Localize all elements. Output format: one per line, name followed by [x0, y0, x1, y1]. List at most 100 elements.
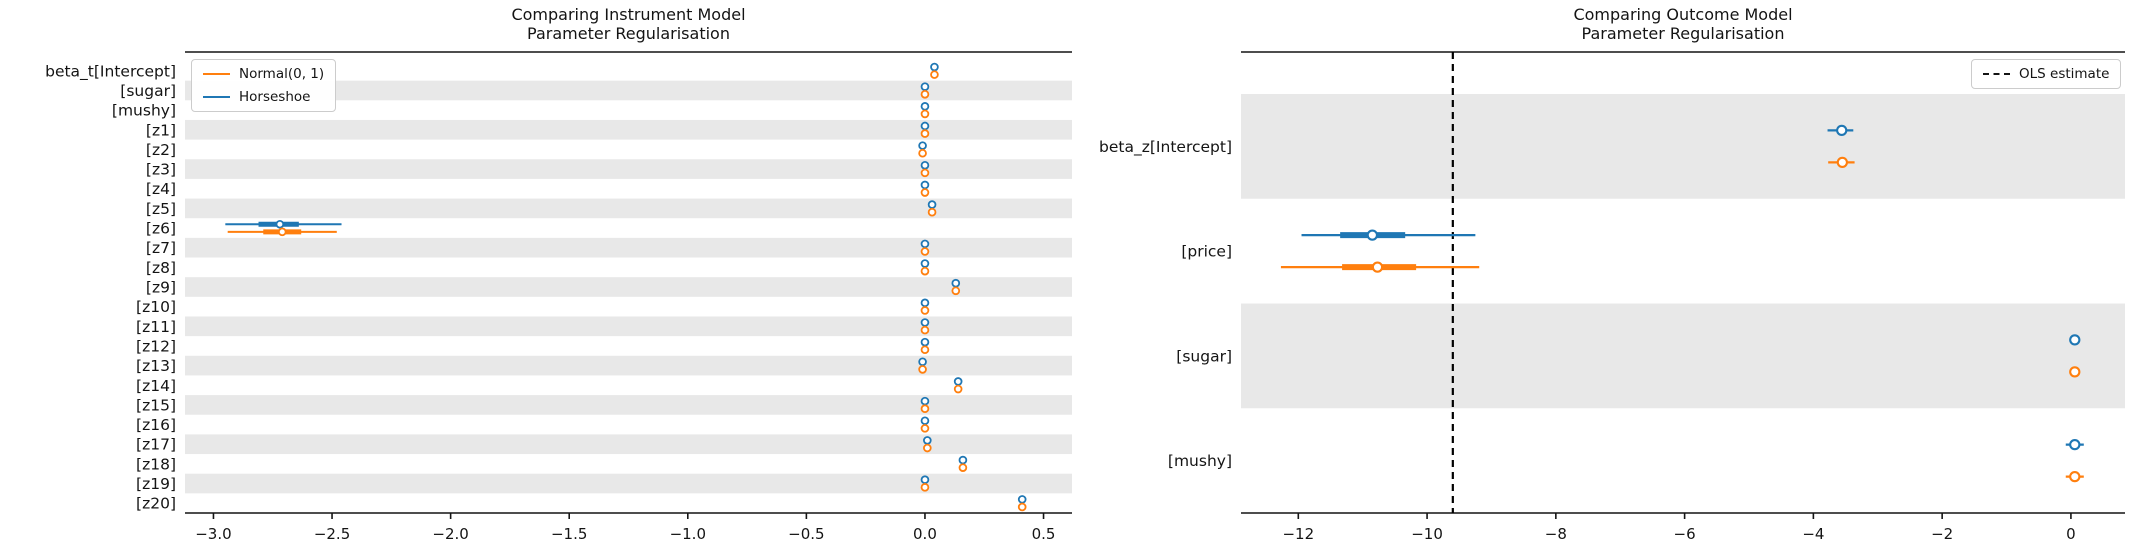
row-band [1241, 303, 2125, 409]
x-tick-label: −3.0 [195, 525, 231, 543]
point-estimate-marker [920, 109, 930, 119]
point-estimate-marker [920, 325, 930, 335]
row-band [185, 159, 1072, 179]
x-tick-label: −1.5 [551, 525, 587, 543]
right-legend: OLS estimate [1971, 59, 2122, 89]
right-chart-title: Comparing Outcome Model Parameter Regula… [1241, 5, 2125, 43]
param-label: [sugar] [120, 82, 176, 100]
x-tick-label: 0.0 [913, 525, 937, 543]
row-band [185, 473, 1072, 494]
point-estimate-marker [930, 62, 939, 72]
left-chart-title-line1: Comparing Instrument Model [511, 5, 746, 24]
param-label: [z20] [136, 495, 176, 513]
point-estimate-marker [951, 286, 961, 296]
point-estimate-marker [920, 424, 930, 433]
param-label: [z15] [136, 396, 176, 414]
row-band [185, 434, 1072, 455]
x-tick-label: −6 [1674, 525, 1696, 543]
point-estimate-marker [920, 188, 930, 197]
row-band [185, 119, 1072, 140]
legend-label-ols: OLS estimate [2019, 66, 2110, 82]
point-estimate-marker [920, 168, 930, 178]
point-estimate-marker [275, 219, 285, 229]
legend-label-horseshoe: Horseshoe [239, 89, 311, 105]
point-estimate-marker [1836, 124, 1848, 137]
point-estimate-marker [920, 483, 930, 492]
point-estimate-marker [920, 306, 930, 315]
point-estimate-marker [920, 396, 930, 406]
legend-label-normal: Normal(0, 1) [239, 66, 325, 82]
ols-dashed-line-swatch-icon [1983, 73, 2010, 75]
normal-line-swatch-icon [203, 73, 230, 75]
row-band [185, 277, 1072, 297]
point-estimate-marker [920, 160, 930, 170]
row-band [185, 80, 1072, 101]
point-estimate-marker [920, 121, 930, 131]
row-band [185, 395, 1072, 415]
param-label: beta_t[Intercept] [45, 62, 176, 81]
left-chart-title-line2: Parameter Regularisation [527, 24, 730, 43]
point-estimate-marker [951, 278, 961, 288]
point-estimate-marker [958, 463, 968, 472]
row-band [185, 198, 1072, 219]
point-estimate-marker [920, 102, 930, 111]
point-estimate-marker [953, 384, 963, 394]
param-label: [z2] [146, 141, 176, 159]
point-estimate-marker [920, 82, 930, 91]
param-label: [z4] [146, 180, 176, 198]
param-label: beta_z[Intercept] [1099, 138, 1232, 157]
param-label: [z17] [136, 436, 176, 454]
param-label: [z13] [136, 357, 176, 375]
x-tick-label: −12 [1282, 525, 1314, 543]
param-label: [z3] [146, 161, 176, 179]
point-estimate-marker [1017, 495, 1027, 504]
point-estimate-marker [920, 416, 930, 426]
point-estimate-marker [2069, 438, 2081, 451]
row-band [1241, 94, 2125, 199]
point-estimate-marker [1371, 261, 1384, 273]
point-estimate-marker [920, 345, 930, 355]
param-label: [z11] [136, 318, 176, 336]
point-estimate-marker [923, 436, 932, 445]
right-chart-title-line2: Parameter Regularisation [1581, 24, 1785, 43]
point-estimate-marker [920, 266, 930, 276]
point-estimate-marker [920, 180, 930, 190]
x-tick-label: −1.0 [670, 525, 706, 543]
point-estimate-marker [920, 475, 930, 485]
param-label: [z18] [136, 455, 176, 473]
param-label: [sugar] [1176, 347, 1232, 365]
point-estimate-marker [1836, 156, 1849, 169]
point-estimate-marker [2069, 334, 2081, 346]
param-label: [z1] [146, 121, 176, 139]
x-tick-label: 0 [2066, 525, 2076, 543]
param-label: [z14] [136, 377, 176, 395]
row-band [185, 237, 1072, 258]
point-estimate-marker [927, 200, 937, 209]
left-legend: Normal(0, 1) Horseshoe [191, 59, 337, 112]
param-label: [z6] [146, 220, 176, 238]
point-estimate-marker [920, 337, 930, 347]
x-tick-label: −4 [1802, 525, 1824, 543]
x-tick-label: −2.5 [314, 525, 350, 543]
point-estimate-marker [277, 227, 287, 237]
point-estimate-marker [920, 298, 930, 308]
point-estimate-marker [923, 443, 932, 453]
point-estimate-marker [953, 377, 963, 386]
param-label: [z7] [146, 239, 176, 257]
point-estimate-marker [920, 404, 930, 414]
param-label: [mushy] [112, 102, 176, 120]
point-estimate-marker [918, 357, 927, 367]
point-estimate-marker [930, 70, 939, 79]
point-estimate-marker [927, 207, 937, 217]
point-estimate-marker [920, 129, 930, 138]
point-estimate-marker [918, 365, 927, 374]
param-label: [z12] [136, 337, 176, 355]
point-estimate-marker [920, 318, 930, 327]
param-label: [z5] [146, 200, 176, 218]
param-label: [z10] [136, 298, 176, 316]
x-tick-label: −8 [1545, 525, 1567, 543]
point-estimate-marker [920, 239, 930, 249]
left-chart-title: Comparing Instrument Model Parameter Reg… [185, 5, 1072, 43]
